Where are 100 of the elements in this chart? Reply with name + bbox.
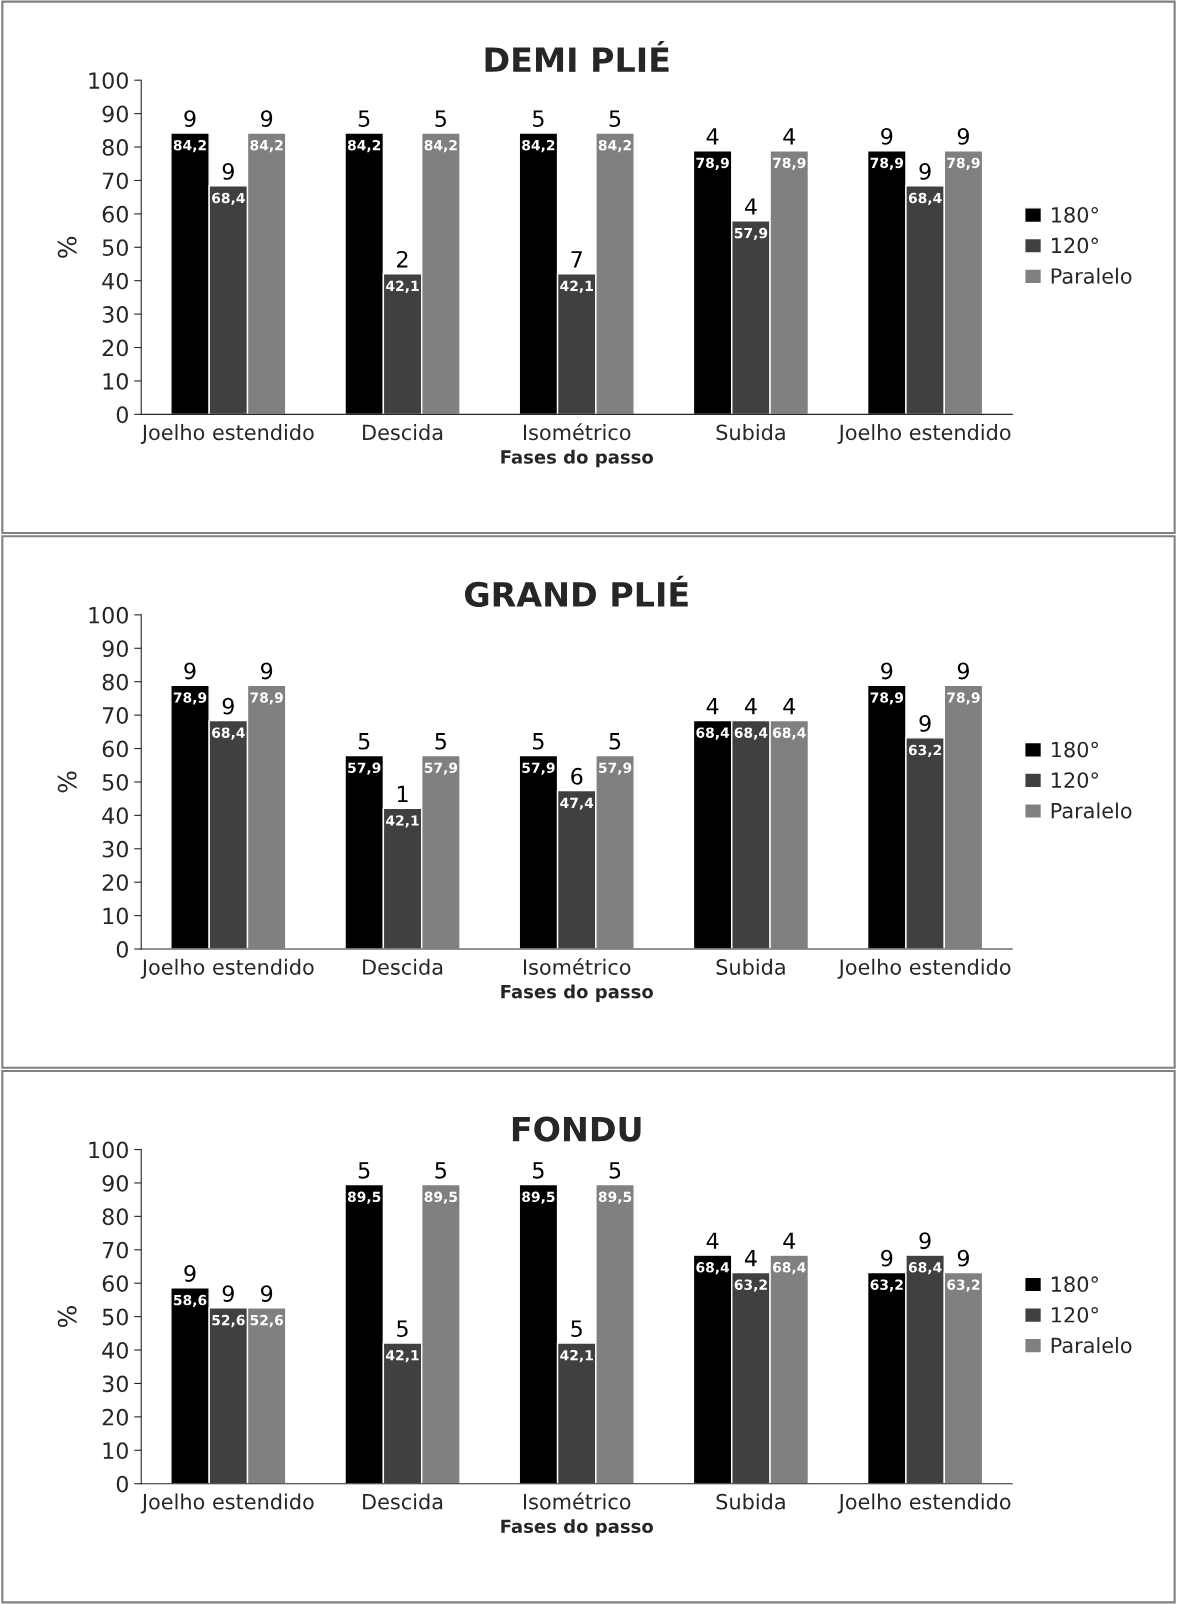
annotation: 6 [571,767,583,785]
y-tick-label: 70 [102,707,128,724]
data-label: 84,2 [250,139,283,153]
data-label: 52,6 [250,1314,284,1328]
data-label: 68,4 [696,727,730,740]
data-label: 68,4 [908,1262,942,1275]
chart-title: FONDU [512,1116,641,1142]
x-tick-label: Subida [716,424,785,441]
annotation: 5 [533,1162,544,1179]
data-label: 89,5 [598,1191,632,1204]
x-tick-label: Descida [363,958,443,975]
annotation: 1 [397,785,408,803]
annotation: 5 [358,733,370,750]
data-label: 68,4 [734,727,768,740]
data-label: 68,4 [212,192,245,206]
annotation: 5 [358,110,370,128]
annotation: 9 [957,1249,969,1267]
annotation: 5 [435,1162,446,1179]
y-tick-label: 100 [89,72,128,89]
annotation: 9 [184,1265,196,1282]
x-tick-label: Isométrico [523,957,631,975]
y-tick-label: 40 [102,1341,128,1359]
annotation: 4 [744,198,757,215]
annotation: 9 [260,1285,273,1302]
data-label: 68,4 [696,1262,730,1275]
x-tick-label: Joelho estendido [837,958,1011,979]
data-label: 78,9 [870,692,904,705]
data-label: 42,1 [386,280,419,293]
x-axis-title: Fases do passo [501,1519,654,1537]
y-axis-title: % [57,236,77,258]
annotation: 9 [222,163,234,180]
data-label: 57,9 [424,762,458,775]
data-label: 84,2 [522,139,555,153]
annotation: 5 [609,110,621,128]
data-label: 63,2 [870,1279,903,1292]
data-label: 84,2 [173,139,206,153]
annotation: 5 [609,1162,621,1179]
annotation: 9 [919,163,931,180]
legend-label: 120° [1052,237,1098,254]
y-tick-label: 30 [102,1375,128,1393]
annotation: 9 [222,697,234,715]
legend-label: 120° [1052,1306,1098,1323]
data-label: 89,5 [522,1191,555,1204]
chart-title: GRAND PLIÉ [464,575,688,608]
annotation: 5 [435,733,446,750]
annotation: 9 [222,1285,234,1302]
y-tick-label: 80 [102,673,128,691]
data-label: 89,5 [424,1191,458,1204]
y-axis-title: % [57,771,77,793]
data-label: 63,2 [947,1279,980,1292]
data-label: 68,4 [772,727,806,740]
annotation: 4 [706,697,719,715]
x-tick-label: Isométrico [523,423,631,441]
data-label: 42,1 [386,1349,419,1363]
annotation: 9 [957,127,969,145]
y-tick-label: 0 [116,1475,128,1493]
annotation: 9 [957,662,969,680]
x-tick-label: Joelho estendido [837,424,1011,445]
data-label: 42,1 [560,280,593,293]
annotation: 9 [184,110,196,128]
x-tick-label: Subida [716,1493,785,1510]
data-label: 47,4 [560,797,594,810]
data-label: 57,9 [598,762,632,775]
x-axis-title: Fases do passo [501,984,654,1002]
y-tick-label: 10 [103,1442,128,1460]
annotation: 5 [397,1320,408,1338]
data-label: 78,9 [173,692,207,705]
y-tick-label: 70 [102,1241,128,1259]
data-label: 89,5 [347,1191,381,1204]
y-tick-label: 60 [102,205,128,223]
annotation: 4 [706,1232,719,1249]
annotation: 9 [260,662,273,680]
annotation: 4 [744,697,757,715]
legend-label: Paralelo [1051,1337,1132,1354]
data-label: 68,4 [212,727,245,740]
data-label: 78,9 [250,692,283,705]
legend-label: 120° [1052,772,1098,788]
x-tick-label: Isométrico [523,1492,631,1510]
y-tick-label: 40 [102,272,128,290]
annotation: 9 [919,1232,931,1250]
x-tick-label: Subida [716,958,785,975]
y-tick-label: 30 [102,840,128,858]
data-label: 78,9 [773,157,806,170]
y-tick-label: 20 [102,1408,128,1426]
data-label: 57,9 [522,762,555,775]
annotation: 4 [783,128,796,145]
y-tick-label: 70 [102,172,128,190]
data-label: 78,9 [696,157,729,170]
data-label: 57,9 [734,227,768,241]
data-label: 52,6 [212,1314,245,1328]
data-label: 63,2 [734,1279,767,1292]
data-label: 63,2 [908,744,942,758]
annotation: 5 [533,110,544,128]
y-tick-label: 100 [89,1141,128,1159]
y-tick-label: 10 [103,372,128,390]
annotation: 9 [881,662,893,680]
x-tick-label: Joelho estendido [140,958,314,979]
data-label: 68,4 [772,1262,806,1275]
data-label: 78,9 [870,157,904,170]
annotation: 4 [706,128,719,145]
